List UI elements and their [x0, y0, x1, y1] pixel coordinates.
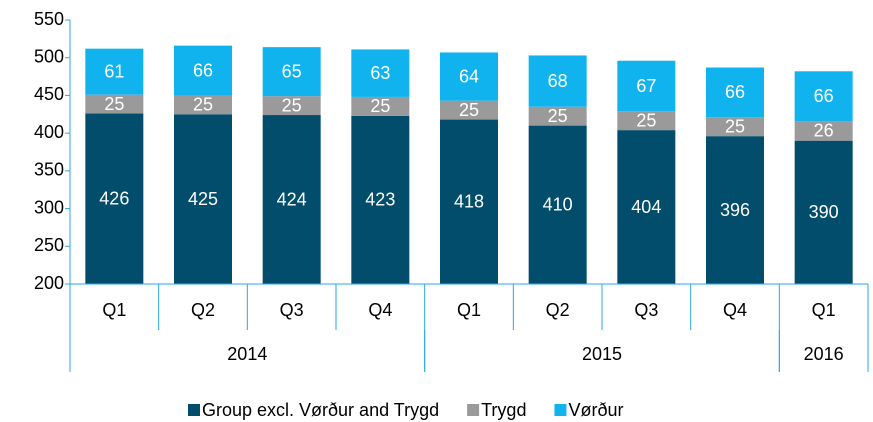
bar-segment — [706, 67, 764, 118]
x-tick-label: Q3 — [280, 300, 304, 320]
x-tick-label: Q2 — [191, 300, 215, 320]
data-label: 426 — [99, 189, 129, 209]
bar-segment — [85, 113, 144, 284]
data-label: 404 — [631, 197, 661, 217]
y-tick-label: 500 — [34, 46, 64, 66]
legend-swatch — [188, 404, 200, 416]
legend-swatch — [554, 404, 567, 416]
data-label: 25 — [104, 94, 124, 114]
group-label: 2015 — [582, 344, 622, 364]
group-label: 2016 — [804, 344, 844, 364]
bar-segment — [351, 115, 410, 284]
bar-segment — [351, 49, 410, 97]
x-tick-label: Q3 — [634, 300, 658, 320]
data-label: 66 — [725, 82, 745, 102]
bar-segment — [174, 114, 232, 284]
bar-segment — [617, 130, 676, 284]
bar-segment — [706, 117, 764, 137]
x-tick-label: Q4 — [368, 300, 392, 320]
bar-segment — [440, 119, 498, 284]
data-label: 25 — [548, 106, 568, 126]
bar-segment — [440, 100, 498, 120]
bar-segment — [440, 52, 498, 101]
legend-label: Vørður — [568, 400, 623, 420]
bar-segment — [85, 48, 144, 95]
data-label: 66 — [193, 60, 213, 80]
y-tick-label: 400 — [34, 122, 64, 142]
y-tick-label: 550 — [34, 9, 64, 29]
bar-segment — [706, 136, 764, 284]
y-tick-label: 200 — [34, 273, 64, 293]
bar-segment — [617, 111, 676, 131]
y-tick-label: 250 — [34, 235, 64, 255]
bar-segment — [262, 47, 321, 97]
data-label: 425 — [188, 189, 218, 209]
data-label: 66 — [814, 86, 834, 106]
data-label: 423 — [365, 190, 395, 210]
x-tick-label: Q2 — [546, 300, 570, 320]
data-label: 25 — [459, 100, 479, 120]
data-label: 63 — [370, 63, 390, 83]
bar-segment — [85, 94, 144, 114]
data-label: 61 — [104, 61, 124, 81]
bar-segment — [262, 96, 321, 116]
bar-segment — [794, 71, 853, 122]
y-tick-label: 450 — [34, 84, 64, 104]
y-tick-label: 300 — [34, 197, 64, 217]
data-label: 410 — [543, 195, 573, 215]
bar-segment — [617, 60, 676, 112]
data-label: 26 — [814, 121, 834, 141]
bars — [85, 45, 853, 284]
data-label: 396 — [720, 200, 750, 220]
legend-swatch — [467, 404, 480, 416]
x-tick-label: Q4 — [723, 300, 747, 320]
data-label: 67 — [636, 76, 656, 96]
data-label: 424 — [277, 189, 307, 209]
bar-segment — [794, 140, 853, 284]
bar-segment — [262, 115, 321, 284]
data-label: 64 — [459, 66, 479, 86]
x-tick-label: Q1 — [812, 300, 836, 320]
data-label: 25 — [725, 116, 745, 136]
bar-segment — [174, 95, 232, 115]
data-label: 390 — [809, 202, 839, 222]
bar-segment — [528, 125, 587, 284]
bar-segment — [351, 96, 410, 116]
bar-segment — [794, 121, 853, 141]
x-tick-label: Q1 — [102, 300, 126, 320]
legend-label: Trygd — [481, 400, 526, 420]
legend-label: Group excl. Vørður and Trygd — [202, 400, 439, 420]
data-label: 25 — [282, 95, 302, 115]
data-label: 25 — [370, 96, 390, 116]
y-tick-label: 350 — [34, 160, 64, 180]
data-label: 68 — [548, 71, 568, 91]
bar-segment — [528, 55, 587, 107]
group-label: 2014 — [227, 344, 267, 364]
bar-segment — [174, 45, 232, 96]
data-label: 25 — [636, 110, 656, 130]
data-label: 418 — [454, 192, 484, 212]
bar-segment — [528, 106, 587, 126]
data-label: 65 — [282, 61, 302, 81]
x-tick-label: Q1 — [457, 300, 481, 320]
data-label: 25 — [193, 95, 213, 115]
